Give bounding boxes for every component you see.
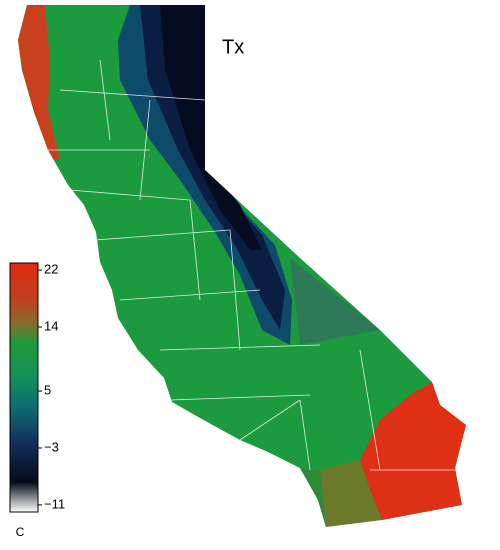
colorbar-tick-label: −3: [44, 439, 59, 454]
colorbar-tick-label: 14: [44, 318, 58, 333]
colorbar-tick-label: −11: [44, 496, 65, 511]
colorbar-unit: C: [16, 525, 25, 539]
map-title: Tx: [222, 36, 244, 58]
colorbar: [9, 262, 39, 513]
colorbar-tick-label: 5: [44, 382, 51, 397]
colorbar-tick-label: 22: [44, 262, 58, 277]
